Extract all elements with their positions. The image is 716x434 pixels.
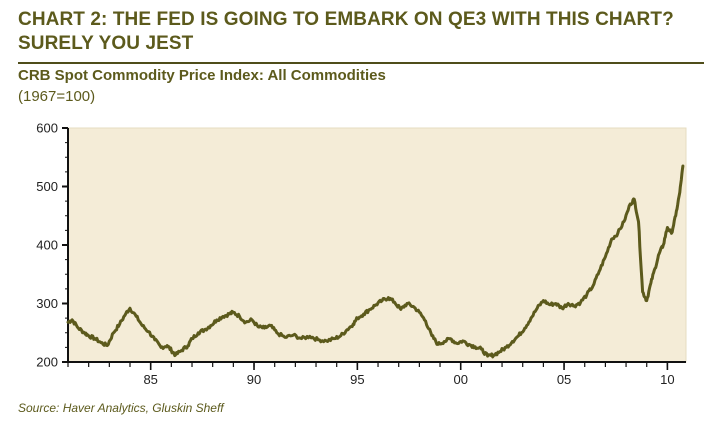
- x-tick-label: 95: [350, 372, 364, 387]
- x-tick-label: 00: [453, 372, 467, 387]
- y-tick-label: 400: [36, 238, 58, 253]
- x-tick-label: 10: [660, 372, 674, 387]
- axes: 200 300 400 500 600 85 90 95 00 05 10: [36, 121, 686, 387]
- y-tick-label: 200: [36, 355, 58, 370]
- chart-title: CRB Spot Commodity Price Index: All Comm…: [18, 67, 386, 84]
- chart-units: (1967=100): [18, 88, 96, 105]
- x-tick-label: 05: [557, 372, 571, 387]
- y-tick-label: 300: [36, 296, 58, 311]
- plot-area: [67, 127, 687, 363]
- series-line: [66, 164, 685, 359]
- heading-divider: [18, 62, 704, 64]
- chart-heading-line1: CHART 2: THE FED IS GOING TO EMBARK ON Q…: [18, 9, 674, 30]
- chart-heading: CHART 2: THE FED IS GOING TO EMBARK ON Q…: [18, 8, 698, 56]
- x-tick-label: 90: [247, 372, 261, 387]
- source-note: Source: Haver Analytics, Gluskin Sheff: [18, 401, 224, 415]
- y-tick-label: 500: [36, 179, 58, 194]
- y-tick-label: 600: [36, 121, 58, 136]
- series-lines: [66, 164, 685, 359]
- x-tick-label: 85: [143, 372, 157, 387]
- chart-heading-line2: SURELY YOU JEST: [18, 33, 194, 54]
